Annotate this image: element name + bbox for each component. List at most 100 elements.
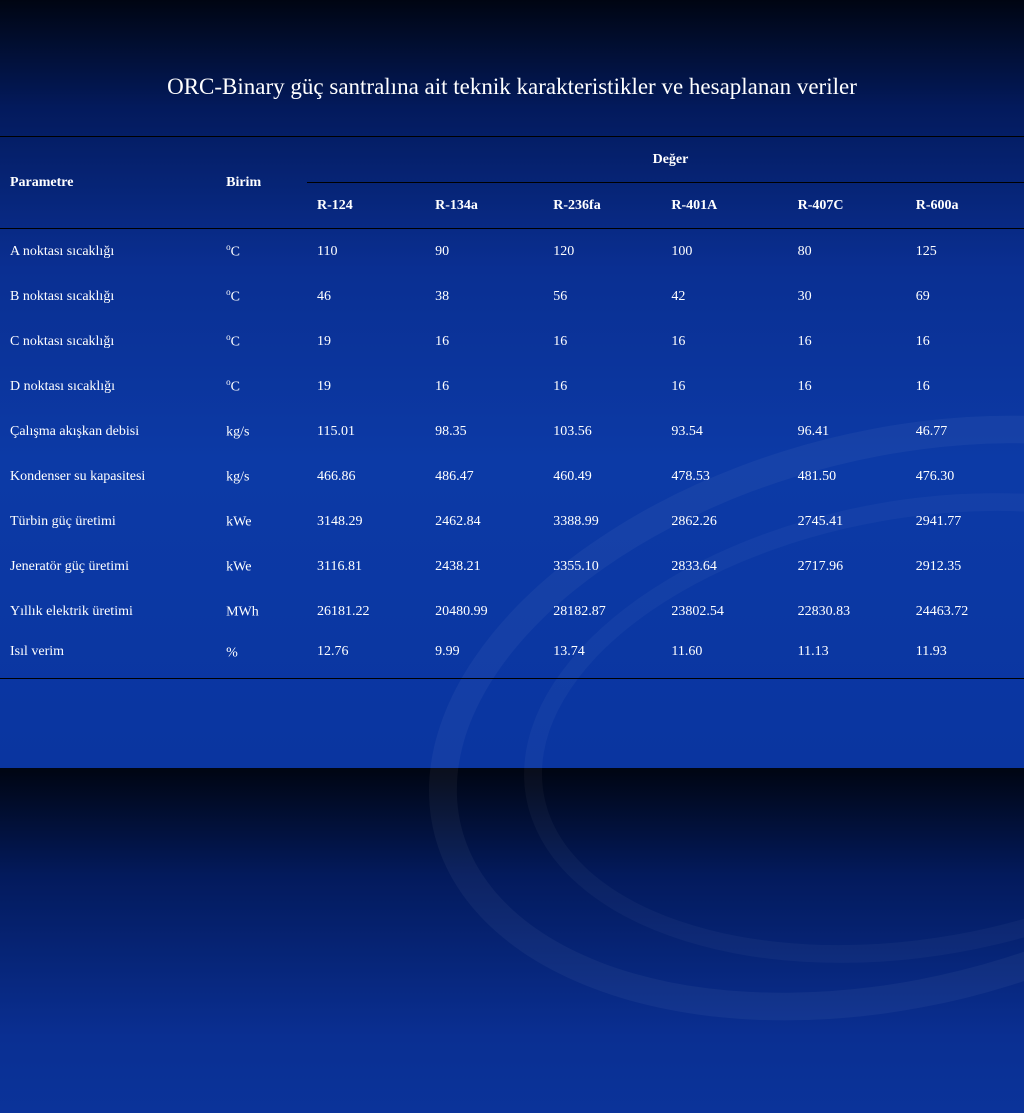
value-cell: 2941.77	[915, 513, 962, 529]
param-cell: B noktası sıcaklığı	[10, 288, 115, 304]
unit-superscript: o	[226, 377, 231, 388]
value-cell: 11.93	[915, 644, 947, 659]
value-cell: 478.53	[671, 468, 710, 484]
unit-cell: %	[216, 634, 307, 679]
value-cell: 120	[553, 243, 575, 259]
unit-superscript: o	[226, 242, 231, 253]
table-body: A noktası sıcaklığı oC 110 90 120 100 80 125 B n…	[0, 229, 1024, 679]
value-cell: 19	[316, 333, 331, 349]
unit-text: kWe	[226, 559, 252, 575]
value-cell: 16	[435, 333, 450, 349]
unit-cell: kg/s	[216, 454, 307, 499]
param-cell: C noktası sıcaklığı	[10, 333, 115, 349]
value-cell: 2462.84	[435, 513, 481, 529]
unit-cell: oC	[216, 364, 307, 409]
unit-text: kg/s	[226, 469, 250, 485]
value-cell: 476.30	[915, 468, 955, 484]
data-table: Parametre Birim Değer R-124 R-134a R-236…	[0, 136, 1024, 679]
table-subheader-row: R-124 R-134a R-236fa R-401A R-407C R-600…	[0, 182, 1024, 229]
value-cell: 2833.64	[671, 558, 717, 574]
unit-cell: kg/s	[216, 409, 307, 454]
value-cell: 110	[316, 243, 338, 259]
header-parametre: Parametre	[10, 174, 74, 190]
unit-superscript: o	[226, 287, 231, 298]
table-row: Çalışma akışkan debisi kg/s 115.01 98.35 103…	[0, 409, 1024, 454]
header-column: R-236fa	[553, 197, 601, 213]
unit-text: MWh	[226, 604, 259, 620]
table-header-row: Parametre Birim Değer	[0, 136, 1024, 190]
value-cell: 16	[553, 333, 568, 349]
table-row: Jeneratör güç üretimi kWe 3116.81 2438.21 33…	[0, 544, 1024, 589]
table-row: D noktası sıcaklığı oC 19 16 16 16 16 16	[0, 364, 1024, 409]
value-cell: 11.13	[797, 644, 829, 659]
value-cell: 16	[671, 333, 686, 349]
value-cell: 98.35	[435, 423, 467, 439]
param-cell: Isıl verim	[10, 644, 65, 659]
value-cell: 93.54	[671, 423, 703, 439]
value-cell: 9.99	[435, 644, 460, 659]
unit-text: kg/s	[226, 424, 250, 440]
value-cell: 30	[797, 288, 812, 304]
value-cell: 56	[553, 288, 568, 304]
value-cell: 96.41	[797, 423, 830, 439]
unit-cell: MWh	[216, 589, 307, 634]
unit-text: C	[230, 289, 240, 305]
value-cell: 16	[915, 378, 930, 394]
value-cell: 13.74	[553, 644, 585, 659]
param-cell: Türbin güç üretimi	[10, 513, 116, 529]
table-row: A noktası sıcaklığı oC 110 90 120 100 80 125	[0, 229, 1024, 275]
unit-text: C	[230, 379, 240, 395]
value-cell: 16	[915, 333, 930, 349]
value-cell: 3116.81	[316, 558, 362, 574]
value-cell: 2912.35	[915, 558, 962, 574]
param-cell: Kondenser su kapasitesi	[10, 468, 146, 484]
value-cell: 2745.41	[797, 513, 844, 529]
param-cell: A noktası sıcaklığı	[10, 243, 115, 259]
value-cell: 46	[316, 288, 331, 304]
param-cell: Jeneratör güç üretimi	[10, 558, 129, 574]
value-cell: 26181.22	[316, 603, 370, 619]
table-row: Kondenser su kapasitesi kg/s 466.86 486.47 4…	[0, 454, 1024, 499]
value-cell: 2862.26	[671, 513, 717, 529]
value-cell: 42	[671, 288, 686, 304]
header-birim: Birim	[226, 174, 262, 190]
value-cell: 24463.72	[915, 603, 969, 619]
value-cell: 16	[797, 378, 812, 394]
unit-cell: oC	[216, 319, 307, 364]
value-cell: 481.50	[797, 468, 837, 484]
slide-title: ORC-Binary güç santralına ait teknik kar…	[167, 74, 857, 99]
table-row: Isıl verim% 12.76 9.99 13.74 11.60 11.13 11.93	[0, 634, 1024, 679]
unit-text: C	[230, 334, 240, 350]
value-cell: 28182.87	[553, 603, 606, 619]
header-column: R-407C	[797, 197, 844, 213]
unit-cell: oC	[216, 229, 307, 275]
value-cell: 23802.54	[671, 603, 724, 619]
unit-cell: kWe	[216, 499, 307, 544]
value-cell: 16	[553, 378, 568, 394]
header-column: R-134a	[435, 197, 478, 213]
table-row: Yıllık elektrik üretimi MWh 26181.22 20480.…	[0, 589, 1024, 634]
value-cell: 3148.29	[316, 513, 363, 529]
value-cell: 2438.21	[435, 558, 481, 574]
value-cell: 11.60	[671, 644, 703, 659]
table-row: B noktası sıcaklığı oC 46 38 56 42 30 69	[0, 274, 1024, 319]
value-cell: 46.77	[915, 423, 948, 439]
value-cell: 16	[435, 378, 450, 394]
value-cell: 460.49	[553, 468, 592, 484]
table-row: Türbin güç üretimi kWe 3148.29 2462.84 3388.…	[0, 499, 1024, 544]
unit-superscript: o	[226, 332, 231, 343]
unit-cell: oC	[216, 274, 307, 319]
value-cell: 19	[316, 378, 331, 394]
value-cell: 2717.96	[797, 558, 844, 574]
value-cell: 16	[671, 378, 686, 394]
value-cell: 3388.99	[553, 513, 599, 529]
value-cell: 38	[435, 288, 450, 304]
value-cell: 22830.83	[797, 603, 851, 619]
value-cell: 80	[797, 243, 812, 259]
unit-cell: kWe	[216, 544, 307, 589]
header-deger: Değer	[652, 151, 689, 167]
value-cell: 103.56	[553, 423, 592, 439]
value-cell: 125	[915, 243, 937, 259]
value-cell: 16	[797, 333, 812, 349]
value-cell: 3355.10	[553, 558, 599, 574]
